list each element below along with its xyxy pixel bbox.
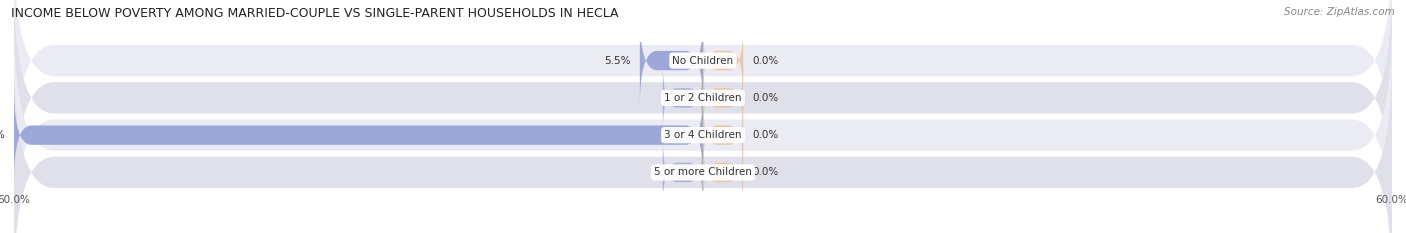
Text: 0.0%: 0.0%: [752, 130, 779, 140]
Text: 5 or more Children: 5 or more Children: [654, 168, 752, 177]
FancyBboxPatch shape: [14, 89, 703, 181]
FancyBboxPatch shape: [703, 100, 744, 170]
FancyBboxPatch shape: [14, 20, 1392, 233]
Text: 60.0%: 60.0%: [0, 130, 4, 140]
FancyBboxPatch shape: [14, 58, 1392, 233]
FancyBboxPatch shape: [703, 137, 744, 207]
Text: 3 or 4 Children: 3 or 4 Children: [664, 130, 742, 140]
Text: No Children: No Children: [672, 56, 734, 65]
FancyBboxPatch shape: [662, 63, 703, 133]
FancyBboxPatch shape: [640, 14, 703, 107]
Text: 0.0%: 0.0%: [752, 56, 779, 65]
FancyBboxPatch shape: [703, 63, 744, 133]
Text: 0.0%: 0.0%: [752, 93, 779, 103]
Text: 0.0%: 0.0%: [752, 168, 779, 177]
Text: 1 or 2 Children: 1 or 2 Children: [664, 93, 742, 103]
FancyBboxPatch shape: [703, 26, 744, 96]
Text: 0.0%: 0.0%: [668, 93, 693, 103]
FancyBboxPatch shape: [14, 0, 1392, 175]
Text: Source: ZipAtlas.com: Source: ZipAtlas.com: [1284, 7, 1395, 17]
FancyBboxPatch shape: [662, 137, 703, 207]
FancyBboxPatch shape: [14, 0, 1392, 213]
Text: 0.0%: 0.0%: [668, 168, 693, 177]
Text: 5.5%: 5.5%: [605, 56, 631, 65]
Text: INCOME BELOW POVERTY AMONG MARRIED-COUPLE VS SINGLE-PARENT HOUSEHOLDS IN HECLA: INCOME BELOW POVERTY AMONG MARRIED-COUPL…: [11, 7, 619, 20]
